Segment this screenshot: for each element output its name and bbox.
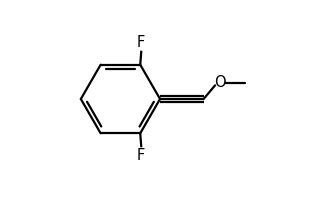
Text: O: O: [214, 75, 226, 90]
Text: F: F: [137, 148, 145, 163]
Text: F: F: [137, 35, 145, 50]
